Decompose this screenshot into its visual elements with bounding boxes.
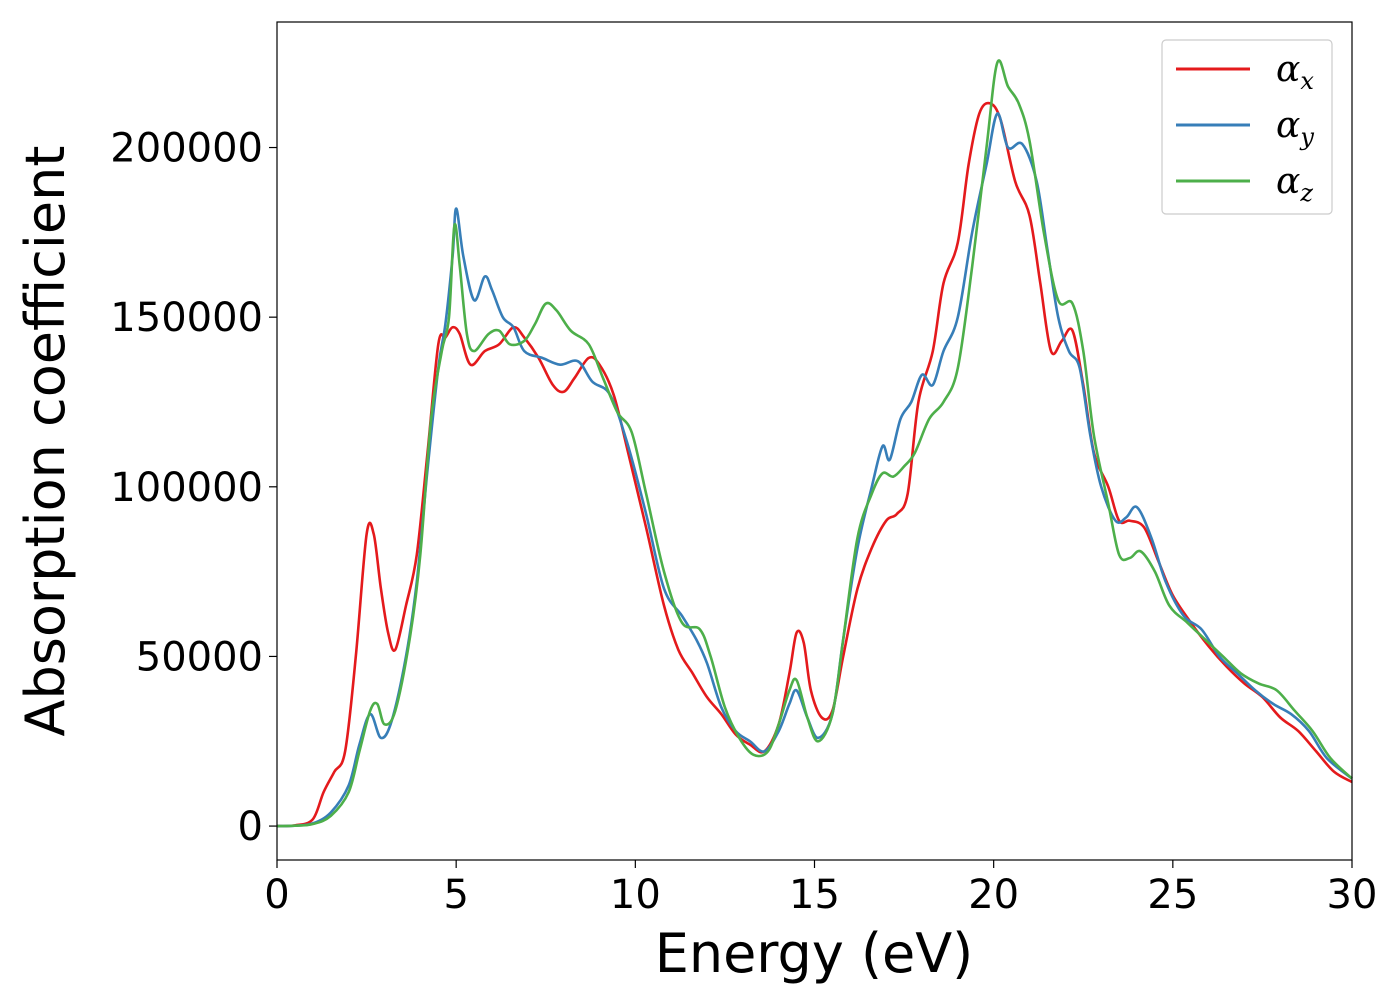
y-tick-label: 150000 bbox=[110, 295, 263, 341]
y-tick-label: 200000 bbox=[110, 126, 263, 172]
x-tick-label: 20 bbox=[968, 872, 1019, 918]
legend-label-z: αz bbox=[1276, 161, 1313, 207]
x-tick-label: 15 bbox=[789, 872, 840, 918]
y-tick-label: 0 bbox=[238, 804, 263, 850]
legend-label-x: αx bbox=[1276, 49, 1314, 95]
legend: αx αy αz bbox=[1161, 39, 1333, 215]
x-tick-label: 30 bbox=[1327, 872, 1378, 918]
series-line-y bbox=[276, 112, 1353, 828]
series-line-z bbox=[276, 59, 1353, 828]
legend-label-y: αy bbox=[1276, 105, 1314, 151]
x-axis-ticks: 0 5 10 15 20 25 30 bbox=[264, 860, 1377, 918]
y-tick-label: 50000 bbox=[136, 634, 263, 680]
y-tick-label: 100000 bbox=[110, 465, 263, 511]
x-axis-title: Energy (eV) bbox=[655, 922, 974, 985]
x-tick-label: 25 bbox=[1147, 872, 1198, 918]
x-tick-label: 10 bbox=[610, 872, 661, 918]
x-tick-label: 0 bbox=[264, 872, 289, 918]
x-tick-label: 5 bbox=[443, 872, 468, 918]
series-layer bbox=[276, 59, 1353, 828]
y-axis-ticks: 0 50000 100000 150000 200000 bbox=[110, 126, 277, 850]
legend-box bbox=[1161, 39, 1333, 215]
y-axis-title: Absorption coefficient bbox=[14, 146, 77, 737]
